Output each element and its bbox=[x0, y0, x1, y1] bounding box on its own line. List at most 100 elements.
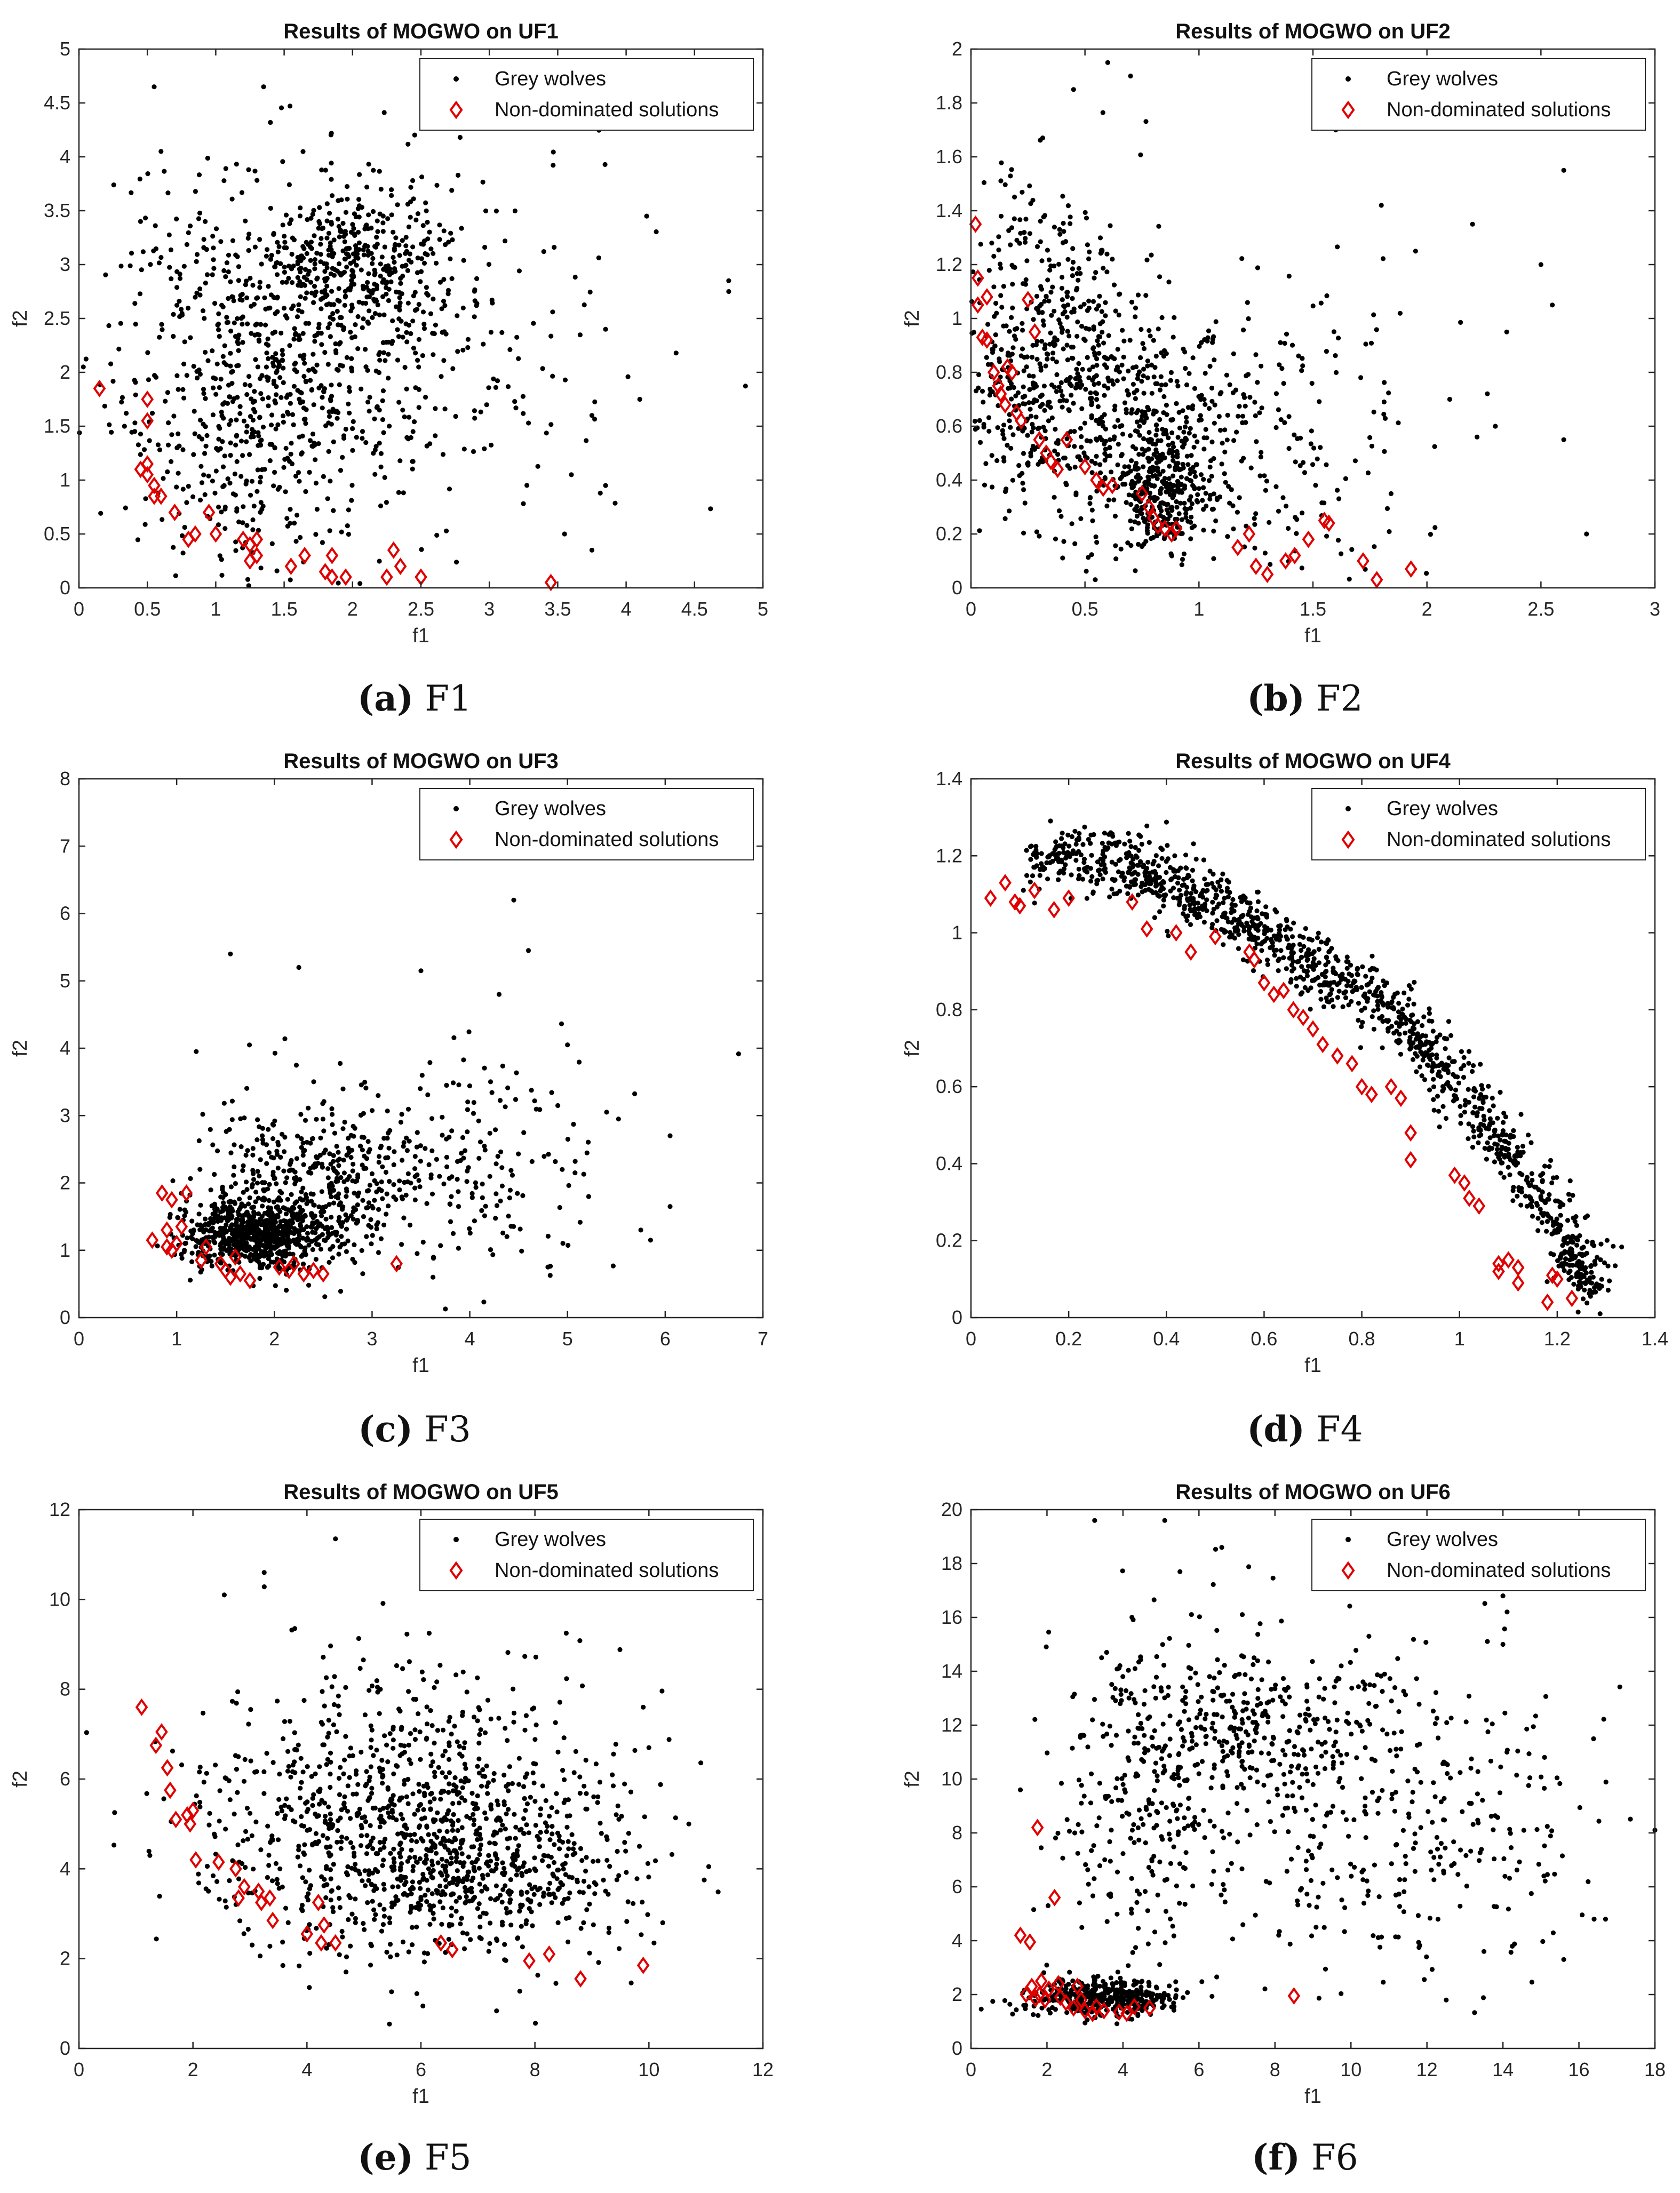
grey-wolf-point bbox=[1125, 388, 1129, 393]
grey-wolf-point bbox=[441, 1182, 446, 1186]
grey-wolf-point bbox=[590, 548, 594, 553]
grey-wolf-point bbox=[349, 268, 354, 273]
grey-wolf-point bbox=[1214, 319, 1219, 324]
grey-wolf-point bbox=[408, 331, 413, 336]
grey-wolf-point bbox=[1567, 1198, 1572, 1202]
grey-wolf-point bbox=[404, 330, 409, 335]
grey-wolf-point bbox=[396, 490, 401, 495]
grey-wolf-point bbox=[233, 548, 238, 553]
grey-wolf-point bbox=[1212, 421, 1217, 426]
grey-wolf-point bbox=[387, 287, 392, 292]
grey-wolf-point bbox=[252, 169, 257, 173]
grey-wolf-point bbox=[480, 1182, 485, 1186]
grey-wolf-point bbox=[293, 474, 298, 479]
grey-wolf-point bbox=[288, 392, 293, 397]
grey-wolf-point bbox=[1371, 313, 1376, 317]
grey-wolf-point bbox=[483, 209, 488, 213]
grey-wolf-point bbox=[367, 162, 371, 166]
grey-wolf-point bbox=[421, 322, 426, 326]
grey-wolf-point bbox=[222, 344, 227, 348]
grey-wolf-point bbox=[1133, 314, 1137, 319]
grey-wolf-point bbox=[1427, 1006, 1431, 1011]
grey-wolf-point bbox=[996, 234, 1001, 239]
grey-wolf-point bbox=[193, 189, 198, 194]
grey-wolf-point bbox=[1121, 376, 1126, 381]
grey-wolf-point bbox=[341, 327, 346, 332]
grey-wolf-point bbox=[1201, 435, 1206, 440]
grey-wolf-point bbox=[427, 441, 432, 446]
grey-wolf-point bbox=[1133, 520, 1137, 524]
grey-wolf-point bbox=[272, 1213, 276, 1218]
grey-wolf-point bbox=[1045, 277, 1050, 282]
grey-wolf-point bbox=[1166, 435, 1171, 440]
grey-wolf-point bbox=[460, 1135, 465, 1140]
grey-wolf-point bbox=[275, 272, 280, 277]
grey-wolf-point bbox=[1324, 955, 1329, 960]
y-tick-label: 7 bbox=[60, 835, 70, 857]
grey-wolf-point bbox=[275, 1152, 280, 1157]
grey-wolf-point bbox=[1309, 441, 1313, 446]
grey-wolf-point bbox=[190, 495, 195, 499]
grey-wolf-point bbox=[391, 1182, 396, 1187]
grey-wolf-point bbox=[413, 218, 418, 222]
grey-wolf-point bbox=[1400, 1007, 1405, 1011]
grey-wolf-point bbox=[1257, 410, 1262, 415]
grey-wolf-point bbox=[171, 334, 176, 339]
grey-wolf-point bbox=[1208, 364, 1213, 369]
grey-wolf-point bbox=[320, 226, 324, 231]
grey-wolf-point bbox=[1024, 277, 1029, 282]
grey-wolf-point bbox=[1033, 844, 1038, 849]
grey-wolf-point bbox=[1052, 225, 1057, 229]
grey-wolf-point bbox=[421, 309, 426, 314]
grey-wolf-point bbox=[416, 211, 420, 216]
grey-wolf-point bbox=[322, 386, 327, 391]
grey-wolf-point bbox=[256, 1227, 261, 1232]
grey-wolf-point bbox=[1129, 458, 1134, 463]
grey-wolf-point bbox=[1083, 338, 1088, 343]
grey-wolf-point bbox=[408, 1223, 412, 1227]
grey-wolf-point bbox=[1248, 906, 1253, 911]
grey-wolf-point bbox=[1085, 242, 1090, 247]
grey-wolf-point bbox=[222, 1101, 227, 1106]
grey-wolf-point bbox=[283, 489, 288, 494]
grey-wolf-point bbox=[365, 280, 370, 285]
grey-wolf-point bbox=[350, 282, 355, 286]
grey-wolf-point bbox=[1104, 454, 1109, 459]
grey-wolf-point bbox=[1048, 290, 1053, 294]
grey-wolf-point bbox=[1006, 350, 1010, 355]
grey-wolf-point bbox=[347, 411, 352, 416]
grey-wolf-point bbox=[1145, 456, 1150, 460]
grey-wolf-point bbox=[1157, 417, 1162, 422]
grey-wolf-point bbox=[1021, 888, 1026, 892]
grey-wolf-point bbox=[1237, 404, 1241, 409]
grey-wolf-point bbox=[412, 133, 417, 138]
grey-wolf-point bbox=[1170, 495, 1175, 500]
grey-wolf-point bbox=[252, 389, 257, 394]
grey-wolf-point bbox=[308, 378, 313, 383]
grey-wolf-point bbox=[323, 1226, 328, 1231]
grey-wolf-point bbox=[367, 308, 371, 313]
grey-wolf-point bbox=[483, 1204, 488, 1209]
grey-wolf-point bbox=[1259, 364, 1263, 369]
grey-wolf-point bbox=[198, 1223, 203, 1227]
grey-wolf-point bbox=[395, 357, 400, 362]
grey-wolf-point bbox=[396, 334, 401, 339]
grey-wolf-point bbox=[248, 1252, 253, 1257]
grey-wolf-point bbox=[189, 1218, 194, 1223]
grey-wolf-point bbox=[261, 1254, 266, 1258]
grey-wolf-point bbox=[249, 1237, 253, 1242]
grey-wolf-point bbox=[482, 1214, 487, 1218]
grey-wolf-point bbox=[397, 304, 402, 309]
grey-wolf-point bbox=[240, 453, 245, 458]
grey-wolf-point bbox=[275, 1204, 280, 1209]
grey-wolf-point bbox=[1329, 987, 1334, 992]
grey-wolf-point bbox=[365, 368, 370, 373]
grey-wolf-point bbox=[360, 1135, 364, 1139]
grey-wolf-point bbox=[349, 483, 354, 488]
grey-wolf-point bbox=[403, 243, 408, 248]
grey-wolf-point bbox=[281, 413, 285, 418]
grey-wolf-point bbox=[1169, 430, 1174, 435]
grey-wolf-point bbox=[1023, 217, 1028, 221]
grey-wolf-point bbox=[273, 1283, 278, 1288]
grey-wolf-point bbox=[103, 273, 108, 277]
